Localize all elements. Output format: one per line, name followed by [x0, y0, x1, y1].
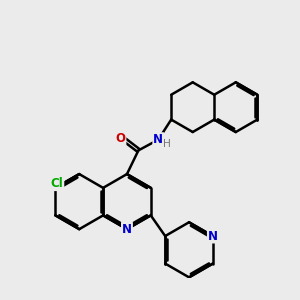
Text: H: H	[163, 139, 171, 149]
Text: Cl: Cl	[51, 177, 63, 190]
Text: N: N	[122, 223, 132, 236]
Text: O: O	[116, 132, 125, 145]
Text: N: N	[153, 133, 163, 146]
Text: N: N	[208, 230, 218, 242]
